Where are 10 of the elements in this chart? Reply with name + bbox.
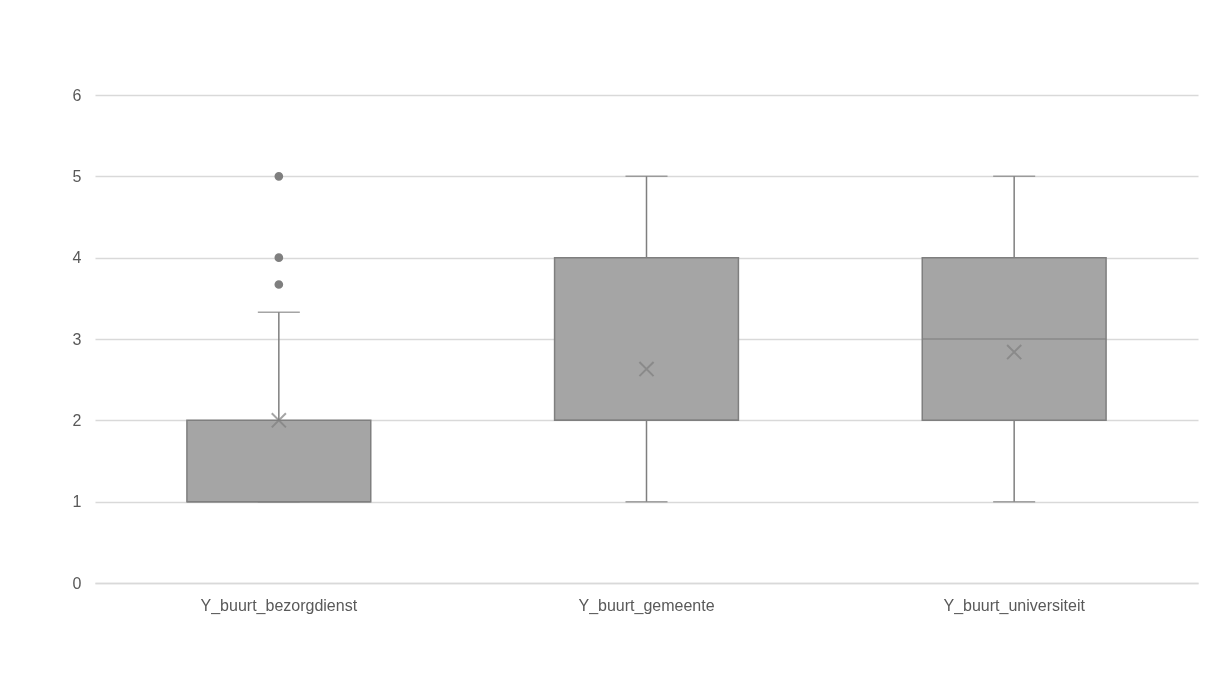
y-tick-label: 3	[72, 330, 82, 348]
x-tick-label: Y_buurt_universiteit	[943, 596, 1086, 615]
y-tick-label: 5	[72, 167, 82, 185]
y-tick-label: 2	[72, 411, 82, 429]
y-tick-label: 1	[72, 493, 82, 511]
x-tick-label: Y_buurt_bezorgdienst	[200, 596, 358, 615]
y-tick-label: 6	[72, 86, 82, 104]
y-tick-label: 4	[72, 249, 82, 267]
y-tick-label: 0	[72, 574, 82, 592]
x-tick-label: Y_buurt_gemeente	[578, 596, 715, 615]
